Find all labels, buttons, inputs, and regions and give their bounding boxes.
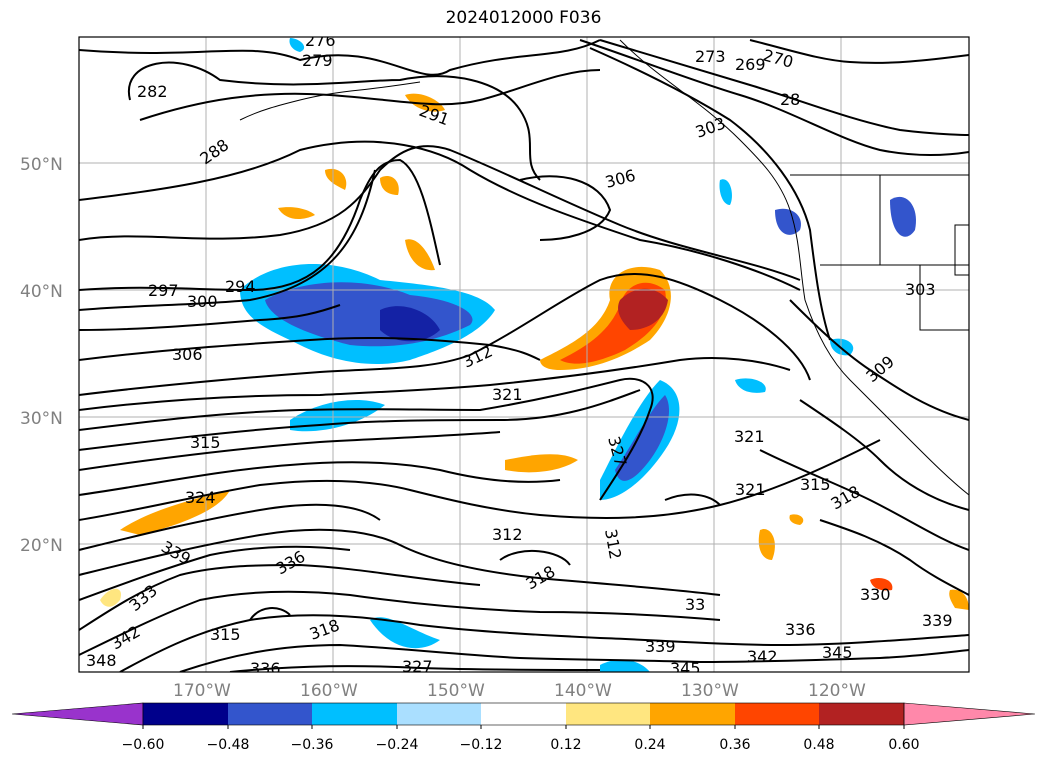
contour-label: 339 [645,637,676,656]
lat-label: 20°N [20,536,63,556]
contour-lines [79,39,969,672]
plot-frame [78,36,970,673]
longitude-labels: 170°W 160°W 150°W 140°W 130°W 120°W [173,681,866,701]
lon-label: 120°W [808,681,866,701]
coastlines [239,39,969,496]
shading-layer [100,38,969,672]
colorbar-tick: 0.24 [634,737,665,753]
contour-label: 315 [800,475,831,494]
colorbar-segment [481,703,566,725]
contour-label: 345 [822,643,853,662]
map-plot-area: 276 279 282 288 291 273 270 269 28 303 3… [79,31,969,678]
colorbar-segment [312,703,397,725]
contour-label: 303 [905,280,936,299]
contour-label: 282 [137,82,168,101]
colorbar-tick: −0.36 [291,737,334,753]
colorbar-segment [650,703,735,725]
contour-label: 339 [922,611,953,630]
colorbar-tick: 0.12 [550,737,581,753]
contour-label: 342 [747,647,778,666]
contour-label: 321 [735,480,766,499]
colorbar-extend-min [11,702,144,726]
lon-label: 140°W [554,681,612,701]
colorbar-segment [566,703,650,725]
colorbar-extend-max [903,702,1036,726]
colorbar-tick: −0.48 [207,737,250,753]
contour-label: 336 [250,659,281,678]
colorbar-tick: −0.12 [460,737,503,753]
colorbar-tick: 0.36 [719,737,750,753]
contour-label: 276 [305,31,336,50]
contour-label: 312 [492,525,523,544]
lon-label: 150°W [427,681,485,701]
colorbar-tick: −0.60 [122,737,165,753]
contour-label: 300 [187,292,218,311]
contour-label: 28 [780,90,800,109]
contour-label: 294 [225,277,256,296]
contour-label: 345 [670,659,701,678]
colorbar-segment [819,703,904,725]
contour-label: 306 [172,345,203,364]
contour-label: 321 [734,427,765,446]
contour-label: 273 [695,47,726,66]
contour-label: 297 [148,281,179,300]
contour-label: 269 [735,55,766,74]
contour-label: 33 [685,595,705,614]
lon-label: 170°W [173,681,231,701]
contour-label: 315 [210,625,241,644]
latitude-labels: 50°N 40°N 30°N 20°N [20,155,63,556]
lat-label: 30°N [20,409,63,429]
colorbar-segment [143,703,228,725]
lon-label: 130°W [681,681,739,701]
contour-label: 327 [402,657,433,676]
contour-label: 324 [185,488,216,507]
colorbar-tick: −0.24 [376,737,419,753]
colorbar-segment [735,703,819,725]
contour-label: 348 [86,651,117,670]
contour-label: 279 [302,51,333,70]
colorbar-segment [228,703,312,725]
contour-label: 315 [190,433,221,452]
contour-label: 336 [785,620,816,639]
colorbar-tick: 0.48 [803,737,834,753]
colorbar-tick: 0.60 [888,737,919,753]
contour-label: 321 [492,385,523,404]
colorbar-segment [397,703,481,725]
lon-label: 160°W [300,681,358,701]
colorbar: −0.60 −0.48 −0.36 −0.24 −0.12 0.12 0.24 … [11,702,1036,753]
map-title: 2024012000 F036 [445,8,602,28]
contour-label: 330 [860,585,891,604]
lat-label: 40°N [20,282,63,302]
lat-label: 50°N [20,155,63,175]
